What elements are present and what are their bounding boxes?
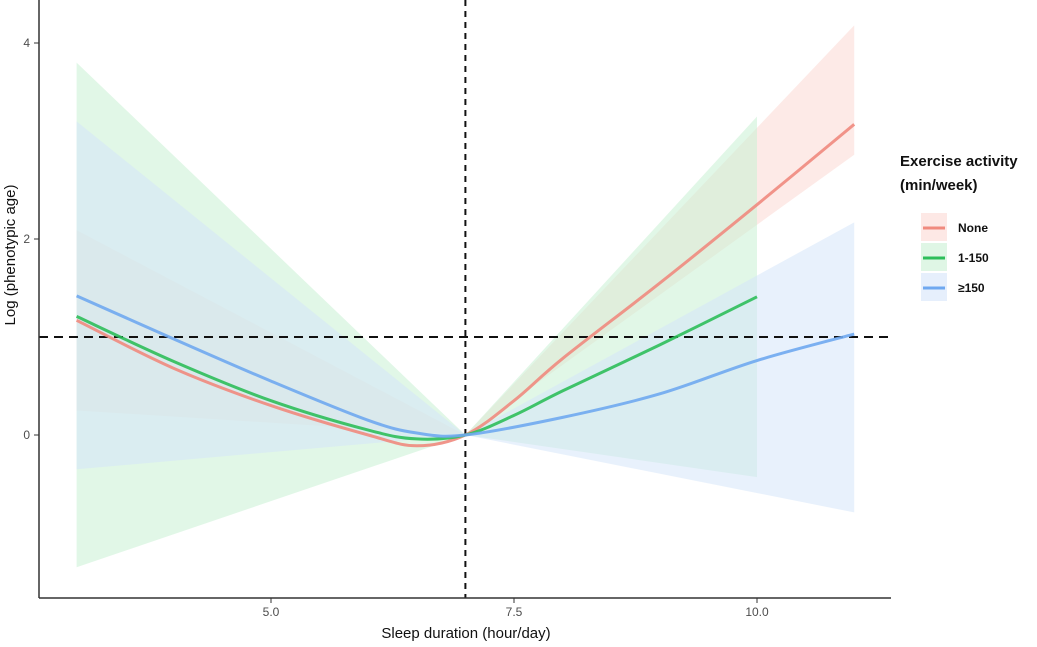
y-tick-label: 4 [23,36,30,50]
legend-title-line2: (min/week) [900,177,978,194]
x-tick-label: 10.0 [745,605,769,619]
x-axis-label: Sleep duration (hour/day) [381,625,550,642]
y-tick-label: 0 [23,428,30,442]
series-line-1 [75,295,758,441]
legend-title-line1: Exercise activity [900,153,1018,170]
x-tick-label: 7.5 [506,605,523,619]
x-tick-label: 5.0 [263,605,280,619]
y-tick-label: 2 [23,232,30,246]
series-lines [75,123,856,448]
reference-lines [39,0,891,598]
y-axis-label: Log (phenotypic age) [2,185,19,326]
legend-label-2: ≥150 [958,281,985,295]
series-line-2 [75,294,855,438]
legend-label-1: 1-150 [958,251,989,265]
legend-label-0: None [958,221,988,235]
legend: Exercise activity (min/week) None 1-150 ≥1… [900,153,1018,301]
ci-bands [76,25,855,568]
ci-band-2 [76,121,855,513]
y-ticks: 0 2 4 [23,36,39,442]
x-ticks: 5.0 7.5 10.0 [263,598,769,619]
